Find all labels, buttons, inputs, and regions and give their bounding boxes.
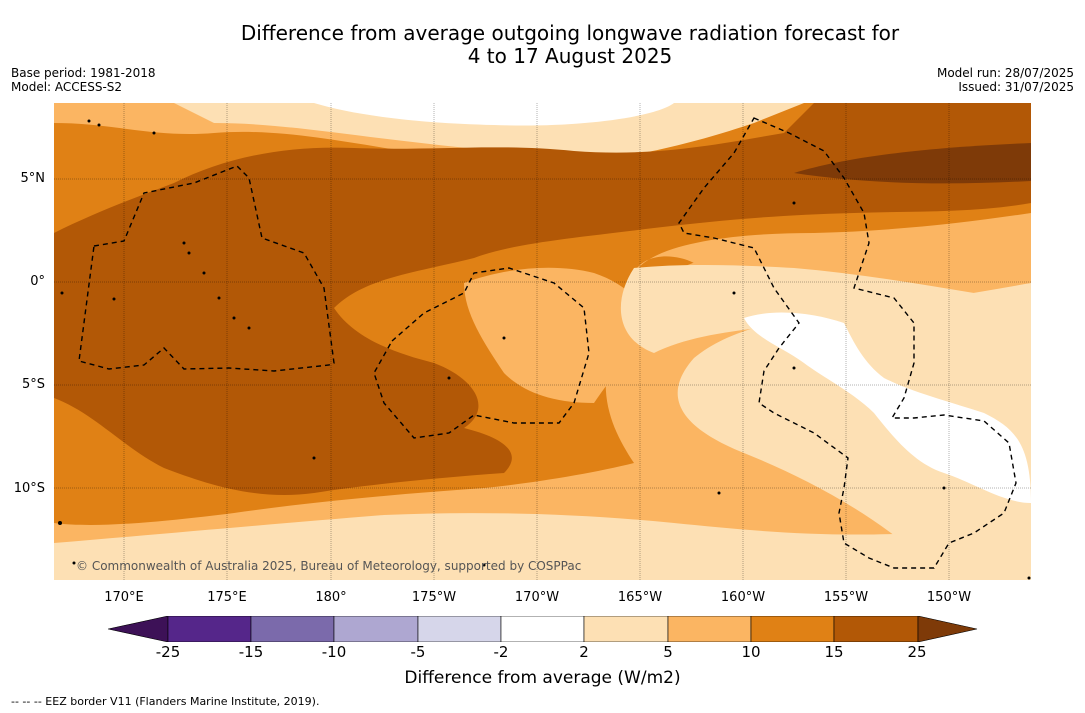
lon-label-165w: 165°W bbox=[617, 590, 663, 605]
band-5-10-central bbox=[464, 267, 654, 403]
colorbar bbox=[108, 616, 978, 642]
colorbar-bin-7 bbox=[667, 616, 752, 642]
base-period: Base period: 1981-2018 bbox=[11, 66, 156, 80]
colorbar-label: Difference from average (W/m2) bbox=[404, 668, 681, 688]
eez-kiribati-gilbert bbox=[78, 165, 335, 372]
colorbar-bin-8 bbox=[750, 616, 835, 642]
lon-label-160w: 160°W bbox=[720, 590, 766, 605]
lon-label-150w: 150°W bbox=[926, 590, 972, 605]
meta-left: Base period: 1981-2018 Model: ACCESS-S2 bbox=[11, 66, 156, 94]
map-title: Difference from average outgoing longwav… bbox=[100, 22, 1040, 68]
lat-label-10s: 10°S bbox=[13, 481, 45, 496]
lon-label-170e: 170°E bbox=[104, 590, 144, 605]
colorbar-tick-2: -15 bbox=[238, 643, 264, 661]
lon-label-175e: 175°E bbox=[207, 590, 247, 605]
islands bbox=[58, 119, 1031, 580]
copyright-text: © Commonwealth of Australia 2025, Bureau… bbox=[76, 559, 581, 573]
colorbar-tick-3: -10 bbox=[321, 643, 347, 661]
colorbar-bin-1 bbox=[167, 616, 252, 642]
band-2-5-central bbox=[677, 283, 1031, 543]
colorbar-tick-1: -25 bbox=[155, 643, 181, 661]
title-line-1: Difference from average outgoing longwav… bbox=[240, 21, 900, 45]
colorbar-bin-6 bbox=[583, 616, 669, 642]
band-neutral-north bbox=[314, 103, 674, 126]
colorbar-bin-2 bbox=[250, 616, 335, 642]
band-2-5-south bbox=[54, 513, 1031, 580]
lon-label-175w: 175°W bbox=[411, 590, 457, 605]
lat-label-5s: 5°S bbox=[21, 377, 45, 392]
colorbar-extend-low bbox=[108, 616, 169, 642]
lat-label-5n: 5°N bbox=[20, 171, 46, 186]
band-15-25 bbox=[54, 103, 1031, 495]
map-svg: © Commonwealth of Australia 2025, Bureau… bbox=[54, 103, 1031, 580]
band-neutral-east bbox=[744, 312, 1031, 503]
lon-label-170w: 170°W bbox=[514, 590, 560, 605]
colorbar-tick-8: 10 bbox=[741, 643, 761, 661]
colorbar-bin-4 bbox=[417, 616, 502, 642]
colorbar-bin-9 bbox=[833, 616, 919, 642]
model-name: Model: ACCESS-S2 bbox=[11, 80, 123, 94]
colorbar-tick-4: -5 bbox=[410, 643, 426, 661]
band-2-5-eq bbox=[620, 264, 974, 353]
eez-phoenix bbox=[373, 267, 590, 439]
lon-label-155w: 155°W bbox=[823, 590, 869, 605]
colorbar-tick-5: -2 bbox=[493, 643, 509, 661]
eez-footer-note: -- -- -- EEZ border V11 (Flanders Marine… bbox=[11, 695, 320, 708]
map-panel: © Commonwealth of Australia 2025, Bureau… bbox=[54, 103, 1031, 580]
meta-right: Model run: 28/07/2025 Issued: 31/07/2025 bbox=[937, 66, 1074, 94]
issued-date: Issued: 31/07/2025 bbox=[958, 80, 1074, 94]
colorbar-bin-3 bbox=[333, 616, 419, 642]
colorbar-tick-9: 15 bbox=[824, 643, 844, 661]
colorbar-tick-10: 25 bbox=[907, 643, 927, 661]
colorbar-bin-5 bbox=[500, 616, 585, 642]
lon-label-180: 180° bbox=[315, 590, 347, 605]
lat-label-0: 0° bbox=[30, 274, 45, 289]
colorbar-tick-6: 2 bbox=[579, 643, 589, 661]
band-over-25 bbox=[794, 143, 1031, 184]
title-line-2: 4 to 17 August 2025 bbox=[467, 44, 673, 68]
eez-line-islands bbox=[678, 117, 1017, 569]
colorbar-tick-7: 5 bbox=[663, 643, 673, 661]
eez-borders bbox=[78, 117, 1017, 569]
colorbar-extend-high bbox=[917, 616, 978, 642]
model-run: Model run: 28/07/2025 bbox=[936, 66, 1074, 80]
